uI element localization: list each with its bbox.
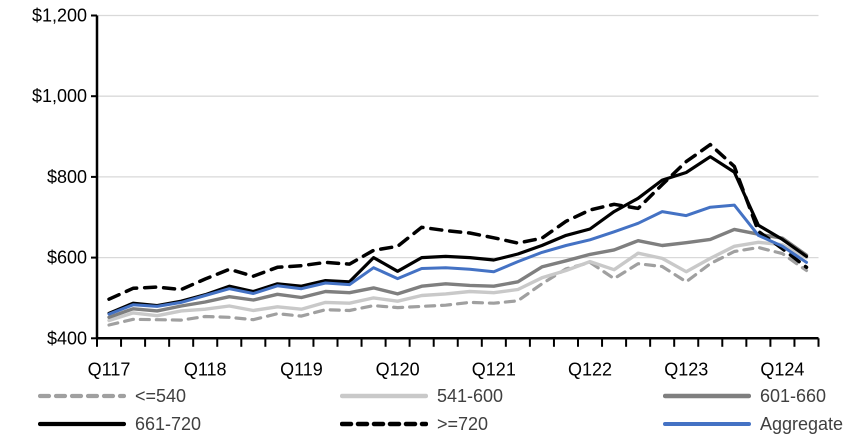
x-tick-label: Q117 bbox=[88, 359, 131, 379]
legend-label: 661-720 bbox=[135, 413, 202, 434]
x-tick-label: Q119 bbox=[280, 359, 323, 379]
legend-label: 601-660 bbox=[760, 385, 827, 406]
chart-legend: <=540 541-600 601-660 661-720 >=720 Aggregate bbox=[0, 383, 852, 441]
legend-item-601-660: 601-660 bbox=[663, 383, 826, 409]
legend-row: <=540 541-600 601-660 bbox=[0, 383, 852, 409]
legend-swatch-solid-line bbox=[663, 393, 751, 399]
y-tick-label: $1,200 bbox=[32, 6, 87, 26]
legend-item-aggregate: Aggregate bbox=[663, 411, 843, 437]
x-tick-label: Q124 bbox=[760, 359, 804, 379]
legend-swatch-dashed-line bbox=[38, 393, 126, 399]
series-line-540 bbox=[107, 245, 809, 327]
x-tick-label: Q118 bbox=[184, 359, 227, 379]
x-tick-label: Q123 bbox=[664, 359, 708, 379]
legend-label: Aggregate bbox=[760, 413, 844, 434]
y-tick-label: $600 bbox=[47, 248, 87, 268]
x-tick-label: Q121 bbox=[472, 359, 516, 379]
legend-label: 541-600 bbox=[437, 385, 504, 406]
series-line-541-600 bbox=[107, 240, 809, 323]
series-line-720 bbox=[107, 142, 809, 301]
y-tick-label: $400 bbox=[47, 328, 87, 348]
series-line-661-720 bbox=[107, 155, 809, 315]
legend-swatch-solid-line bbox=[663, 422, 751, 426]
legend-swatch-solid-line bbox=[340, 393, 428, 399]
plot-area: $400 $600 $800 $1,000 $1,200 Q117 Q118 Q119 Q120… bbox=[32, 6, 820, 379]
legend-row: 661-720 >=720 Aggregate bbox=[0, 411, 852, 437]
legend-item-540: <=540 bbox=[38, 383, 186, 409]
series-line-aggregate bbox=[107, 203, 808, 316]
legend-item-661-720: 661-720 bbox=[38, 411, 201, 437]
legend-item-720: >=720 bbox=[340, 411, 488, 437]
series-line-601-660 bbox=[107, 227, 809, 319]
legend-label: >=720 bbox=[437, 413, 489, 434]
y-tick-label: $1,000 bbox=[32, 86, 87, 106]
legend-swatch-solid-line bbox=[38, 421, 126, 427]
legend-swatch-dashed-line bbox=[340, 421, 428, 427]
x-tick-label: Q122 bbox=[568, 359, 612, 379]
x-tick-label: Q120 bbox=[376, 359, 420, 379]
y-tick-label: $800 bbox=[47, 167, 87, 187]
legend-item-541-600: 541-600 bbox=[340, 383, 503, 409]
legend-label: <=540 bbox=[135, 385, 187, 406]
